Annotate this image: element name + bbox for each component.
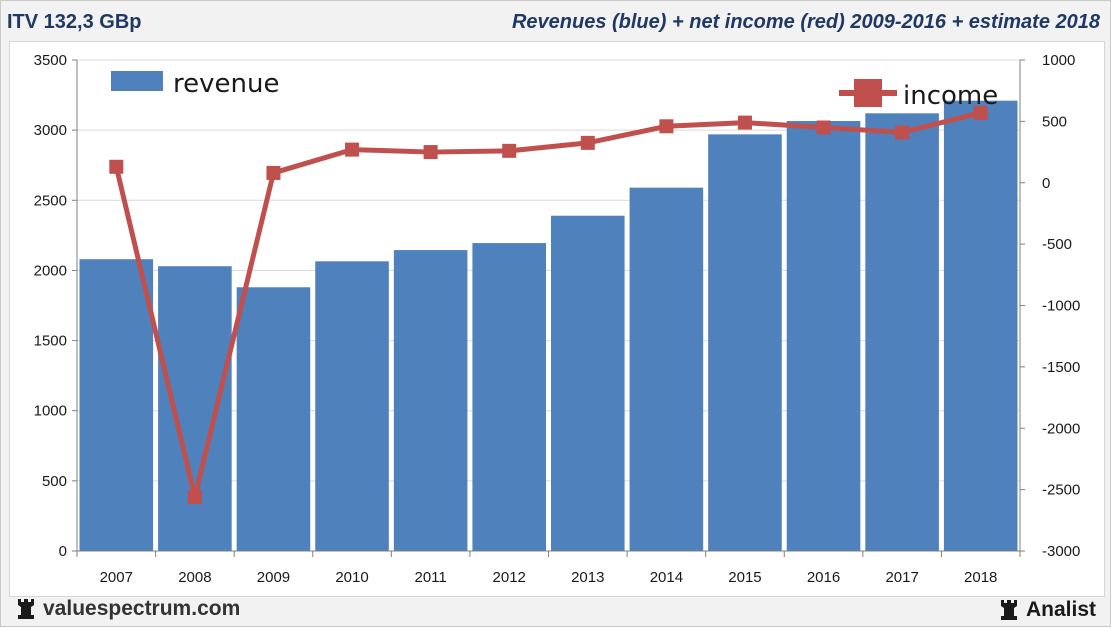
- right-tick-label: 500: [1042, 113, 1067, 130]
- left-tick-label: 2500: [34, 192, 67, 209]
- revenue-bar: [708, 134, 782, 551]
- revenue-bar: [943, 100, 1018, 551]
- legend-revenue-label: revenue: [173, 69, 279, 99]
- left-tick-label: 2000: [34, 262, 67, 279]
- revenue-bar: [865, 113, 939, 552]
- site-label: valuespectrum.com: [43, 597, 241, 620]
- x-tick-label: 2012: [493, 569, 526, 586]
- income-point: [423, 145, 438, 160]
- income-point: [659, 119, 674, 134]
- income-point: [502, 143, 517, 158]
- axes: 0 500 1000 1500 2000 2500 3000 3500 -3000 -2500 -2…: [34, 52, 1081, 586]
- income-point: [345, 142, 360, 157]
- revenue-bar: [79, 259, 154, 551]
- income-point: [580, 135, 595, 150]
- x-tick-label: 2007: [100, 569, 133, 586]
- rook-icon: [1000, 600, 1017, 620]
- x-tick-label: 2011: [414, 569, 446, 586]
- x-tick-label: 2010: [335, 569, 368, 586]
- footer-site: valuespectrum.com: [15, 597, 240, 621]
- right-tick-label: -1500: [1042, 359, 1080, 376]
- left-tick-label: 1000: [34, 403, 67, 420]
- revenue-bar: [158, 266, 232, 551]
- right-tick-label: -2500: [1042, 482, 1080, 499]
- right-tick-label: 1000: [1042, 52, 1075, 69]
- brand-label: Analist: [1025, 598, 1096, 621]
- left-tick-label: 1500: [34, 333, 67, 350]
- left-tick-label: 500: [42, 473, 67, 490]
- revenue-bar: [629, 187, 704, 551]
- legend-revenue-swatch: [111, 71, 163, 91]
- right-tick-label: 0: [1042, 175, 1050, 192]
- income-point: [895, 125, 910, 140]
- chart-subtitle: Revenues (blue) + net income (red) 2009-…: [511, 11, 1100, 33]
- income-line: [109, 105, 988, 504]
- right-tick-label: -500: [1042, 236, 1072, 253]
- x-tick-label: 2018: [964, 569, 997, 586]
- revenue-bar: [315, 261, 389, 551]
- x-tick-label: 2008: [178, 569, 211, 586]
- left-tick-label: 3500: [34, 52, 67, 69]
- rook-icon: [18, 599, 34, 619]
- footer-brand: Analist: [998, 598, 1096, 622]
- x-tick-label: 2016: [807, 569, 840, 586]
- income-point: [973, 105, 988, 120]
- right-tick-label: -2000: [1042, 420, 1080, 437]
- income-line-path: [113, 110, 982, 500]
- x-tick-label: 2009: [257, 569, 290, 586]
- income-point: [187, 489, 202, 504]
- revenue-bar: [786, 121, 861, 551]
- income-point: [816, 120, 831, 135]
- revenue-bar: [551, 215, 625, 551]
- revenue-bar: [472, 243, 546, 551]
- right-tick-label: -1000: [1042, 298, 1080, 315]
- left-tick-label: 3000: [34, 122, 67, 139]
- x-tick-label: 2013: [571, 569, 604, 586]
- legend-income-marker: [854, 79, 882, 107]
- revenue-bar: [393, 250, 468, 551]
- x-tick-label: 2014: [650, 569, 683, 586]
- x-tick-label: 2017: [885, 569, 918, 586]
- revenue-bar: [236, 287, 311, 551]
- income-point: [109, 159, 124, 174]
- legend-income-label: income: [903, 81, 998, 111]
- income-point: [737, 115, 752, 130]
- x-tick-label: 2015: [728, 569, 761, 586]
- revenue-bars: [79, 100, 1018, 552]
- income-point: [266, 165, 281, 180]
- left-tick-label: 0: [59, 543, 67, 560]
- legend: revenue income: [111, 69, 998, 111]
- right-tick-label: -3000: [1042, 543, 1080, 560]
- ticker-title: ITV 132,3 GBp: [7, 11, 142, 33]
